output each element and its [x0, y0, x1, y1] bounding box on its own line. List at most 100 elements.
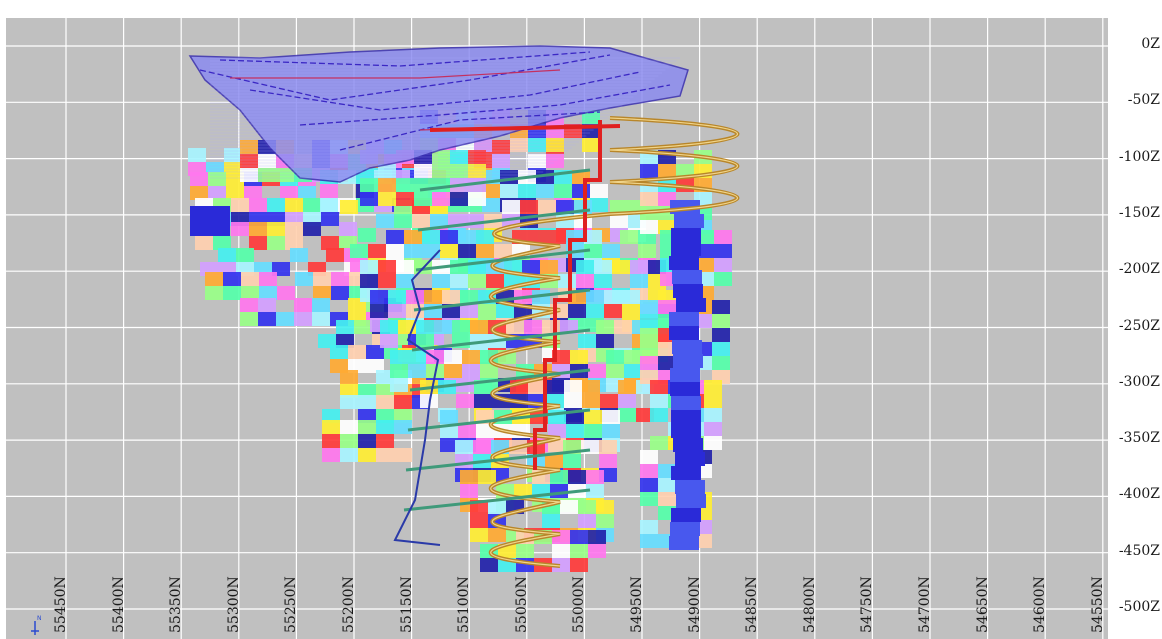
northing-label: 55000N — [571, 576, 588, 633]
level-drift — [413, 288, 591, 312]
level-drift — [403, 488, 591, 512]
stope-block — [674, 214, 704, 228]
underground-infrastructure — [393, 116, 740, 568]
stope-block — [430, 214, 448, 228]
northing-label: 55200N — [341, 576, 357, 633]
stope-block — [658, 164, 676, 178]
stope-block — [195, 236, 213, 250]
stope-block — [624, 350, 642, 364]
stope-block — [440, 438, 458, 452]
stope-block — [530, 230, 548, 244]
stope-block — [590, 184, 608, 198]
elevation-label: -250Z — [1118, 317, 1160, 334]
stope-block — [190, 186, 208, 200]
stope-block — [360, 192, 378, 206]
stope-block — [673, 354, 703, 368]
stope-block — [322, 434, 340, 448]
stope-block — [640, 342, 658, 356]
stope-block — [348, 359, 366, 373]
stope-block — [602, 424, 620, 438]
stope-block — [676, 494, 706, 508]
stope-block — [190, 172, 208, 186]
stope-block — [568, 470, 586, 484]
stope-block — [249, 236, 267, 250]
stope-block — [458, 424, 476, 438]
stope-block — [590, 198, 608, 212]
stope-block — [294, 312, 312, 326]
pit-haul-road — [230, 69, 561, 79]
stope-block — [669, 312, 699, 326]
stope-block — [294, 298, 312, 312]
stope-block — [358, 434, 376, 448]
stope-block — [640, 450, 658, 464]
stope-block — [671, 508, 701, 522]
stope-block — [614, 320, 632, 334]
stope-block — [670, 382, 700, 396]
decline-ramp-highlight — [490, 117, 738, 567]
stope-block — [208, 186, 226, 200]
stope-block — [500, 184, 518, 198]
stope-block — [440, 424, 458, 438]
pit-ramp-line — [219, 51, 591, 67]
stope-block — [340, 384, 358, 398]
stope-block — [231, 198, 249, 212]
stope-block — [358, 409, 376, 423]
stope-block — [318, 334, 336, 348]
stope-block — [312, 298, 330, 312]
elevation-label: -50Z — [1127, 92, 1160, 109]
stope-block — [658, 300, 676, 314]
northing-label: 54650N — [974, 576, 991, 633]
stope-block — [470, 320, 488, 334]
stope-block — [538, 200, 556, 214]
stope-block — [584, 230, 602, 244]
stope-block — [658, 356, 676, 370]
stope-block — [450, 192, 468, 206]
stope-block — [340, 448, 358, 462]
stope-block — [570, 350, 588, 364]
stope-block — [704, 422, 722, 436]
stope-block — [606, 364, 624, 378]
stope-block — [326, 248, 344, 262]
stope-block — [470, 514, 488, 528]
stope-block — [378, 164, 396, 178]
stope-block — [188, 148, 206, 162]
stope-block — [640, 300, 658, 314]
stope-block — [564, 380, 582, 394]
stope-block — [536, 184, 554, 198]
stope-block — [480, 364, 498, 378]
stope-block — [546, 154, 564, 168]
stope-block — [602, 244, 620, 258]
stope-block — [321, 212, 339, 226]
stope-block — [516, 544, 534, 558]
stope-block — [376, 434, 394, 448]
stope-block — [704, 408, 722, 422]
northing-label: 54850N — [744, 576, 761, 633]
stope-block — [190, 226, 230, 236]
stope-block — [550, 470, 568, 484]
stope-block — [408, 350, 426, 364]
stope-block — [320, 198, 338, 212]
stope-block — [671, 410, 701, 424]
stope-block — [546, 380, 564, 394]
stope-block — [432, 274, 450, 288]
elevation-label: -350Z — [1118, 430, 1160, 447]
stope-block — [370, 304, 388, 318]
stope-block — [218, 248, 236, 262]
stope-block — [440, 410, 458, 424]
stope-block — [618, 380, 636, 394]
elevation-label: -300Z — [1118, 373, 1160, 390]
pit-ramp-line — [249, 71, 641, 111]
stope-block — [340, 200, 358, 214]
stope-block — [488, 528, 506, 542]
stope-block — [376, 214, 394, 228]
stope-block — [640, 314, 658, 328]
stope-block — [241, 272, 259, 286]
stope-block — [552, 544, 570, 558]
stope-block — [388, 304, 406, 318]
access-drive — [393, 249, 441, 546]
stope-block — [482, 184, 500, 198]
stope-block — [190, 206, 230, 216]
stope-block — [618, 408, 636, 422]
stope-block — [596, 334, 614, 348]
